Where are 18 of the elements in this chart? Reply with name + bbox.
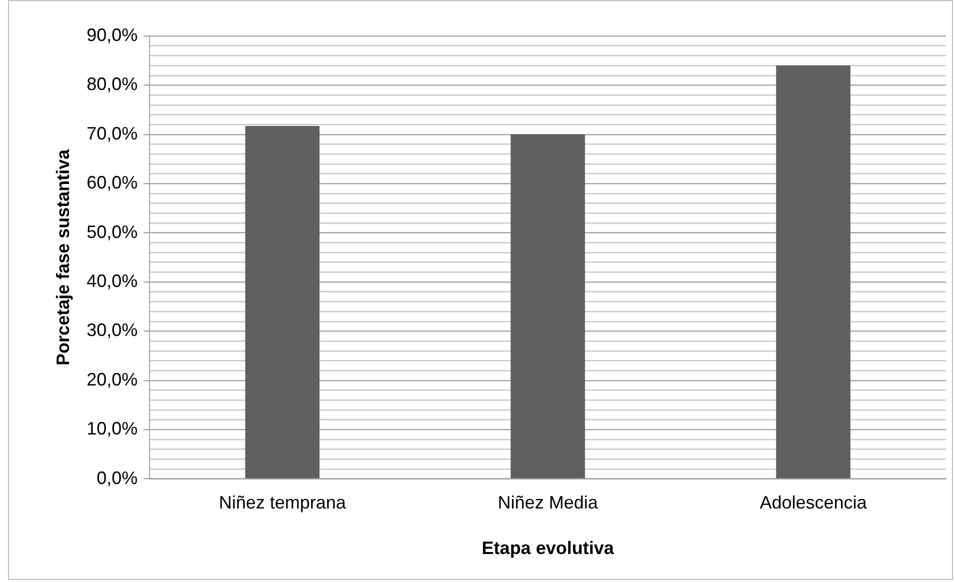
x-tick-label: Niñez temprana	[218, 492, 347, 513]
bar	[510, 134, 585, 478]
y-tick-label: 10,0%	[86, 418, 138, 439]
y-tick-label: 80,0%	[86, 74, 138, 94]
x-tick-label: Niñez Media	[498, 492, 599, 513]
y-tick-label: 40,0%	[86, 270, 138, 291]
y-tick-label: 50,0%	[86, 222, 138, 242]
y-tick-label: 60,0%	[86, 172, 138, 193]
y-tick-label: 70,0%	[86, 123, 138, 144]
bar	[776, 66, 850, 478]
x-axis-title: Etapa evolutiva	[482, 538, 615, 558]
bar	[245, 126, 320, 478]
y-tick-label: 90,0%	[86, 24, 138, 45]
x-tick-label: Adolescencia	[760, 492, 868, 513]
y-axis-title: Porcetaje fase sustantiva	[52, 148, 73, 366]
y-tick-label: 0,0%	[96, 468, 138, 488]
y-tick-label: 30,0%	[86, 320, 138, 340]
y-tick-label: 20,0%	[86, 369, 138, 390]
